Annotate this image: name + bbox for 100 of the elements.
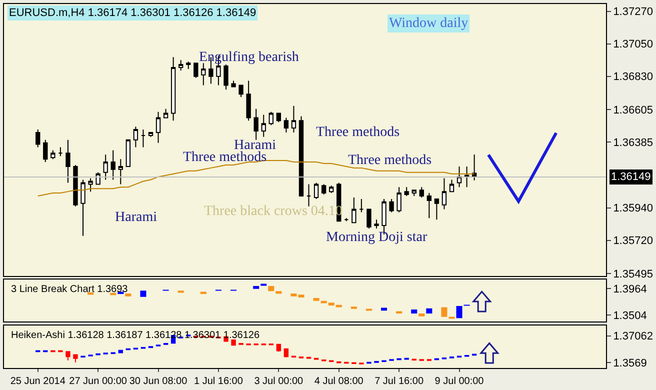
bar: [426, 308, 432, 314]
bar: [411, 309, 418, 314]
candlestick: [464, 354, 470, 358]
y-tick-label: 1.3569: [613, 358, 647, 370]
candlestick: [268, 111, 274, 126]
candlestick: [426, 192, 432, 219]
candlestick: [156, 111, 161, 144]
candlestick: [73, 354, 78, 363]
x-tick-label: 7 Jul 16:00: [374, 376, 424, 387]
candlestick: [80, 179, 86, 236]
candlestick: [66, 351, 70, 361]
y-tick-label: 1.37270: [613, 6, 653, 18]
candlestick: [110, 150, 116, 180]
annotation: Harami: [115, 210, 158, 225]
candlestick: [238, 84, 244, 98]
candlestick: [344, 218, 349, 222]
candlestick: [389, 198, 394, 213]
candlestick: [404, 186, 409, 196]
candlestick: [50, 150, 56, 160]
candlestick: [328, 185, 334, 194]
annotation: Three methods: [183, 150, 267, 165]
bar: [418, 313, 425, 316]
candlestick: [449, 179, 454, 192]
candlestick: [43, 139, 48, 163]
x-tick-label: 30 Jun 08:00: [129, 376, 188, 387]
candlestick: [201, 62, 206, 86]
candlestick: [73, 164, 78, 207]
candlestick: [352, 362, 356, 364]
y-tick-label: 1.35495: [613, 268, 653, 280]
candlestick: [298, 356, 304, 359]
candlestick: [238, 342, 244, 346]
candlestick: [186, 61, 191, 70]
y-tick-label: 1.3964: [613, 284, 647, 296]
candlestick: [359, 362, 364, 365]
annotation: Three methods: [348, 153, 432, 168]
candlestick: [148, 346, 154, 348]
x-tick-label: 9 Jul 00:00: [434, 376, 484, 387]
candlestick: [284, 348, 289, 358]
candlestick: [412, 358, 416, 361]
candlestick: [352, 196, 356, 224]
candlestick: [96, 172, 100, 185]
candlestick: [148, 132, 154, 138]
bar: [200, 292, 206, 294]
candlestick: [442, 178, 447, 210]
candlestick: [276, 112, 282, 123]
bar: [268, 286, 274, 292]
candlestick: [298, 116, 304, 196]
candlestick: [88, 354, 93, 357]
candlestick: [133, 347, 138, 350]
candlestick: [133, 126, 138, 148]
candlestick: [426, 358, 432, 362]
candlestick: [449, 356, 454, 359]
candlestick: [396, 186, 402, 213]
candlestick: [118, 158, 123, 185]
candlestick: [36, 129, 40, 148]
candlestick: [284, 117, 289, 133]
candlestick: [389, 358, 394, 362]
candlestick: [419, 358, 424, 362]
y-tick-label: 1.37062: [613, 330, 653, 343]
candlestick: [321, 184, 326, 196]
candlestick: [412, 190, 416, 196]
bar: [140, 290, 146, 297]
bar: [313, 298, 320, 301]
candlestick: [306, 184, 312, 207]
candlestick: [374, 360, 379, 364]
candlestick: [314, 182, 319, 200]
candlestick: [126, 139, 131, 167]
chart-title: 3 Line Break Chart 1.3693: [11, 284, 128, 295]
chart-title: EURUSD.m,H4 1.36174 1.36301 1.36126 1.36149: [9, 7, 256, 19]
candlestick: [231, 80, 236, 88]
y-tick-label: 1.36830: [613, 71, 653, 84]
candlestick: [110, 352, 116, 354]
bar: [276, 291, 282, 294]
x-tick-label: 25 Jun 2014: [10, 376, 66, 387]
candlestick: [359, 198, 364, 213]
x-tick-label: 4 Jul 08:00: [314, 376, 364, 387]
candlestick: [66, 139, 70, 184]
candlestick: [224, 64, 228, 90]
candlestick: [231, 339, 236, 346]
y-tick-label: 1.3504: [613, 310, 647, 322]
candlestick: [140, 129, 146, 148]
candlestick: [261, 114, 266, 138]
bar: [253, 286, 260, 289]
candlestick: [254, 108, 258, 140]
candlestick: [464, 166, 470, 188]
candlestick: [58, 146, 63, 157]
annotation: Engulfing bearish: [199, 50, 299, 65]
candlestick: [472, 154, 477, 181]
candlestick: [276, 344, 282, 352]
candlestick: [178, 60, 184, 71]
y-tick-label: 1.36385: [613, 136, 653, 149]
x-tick-label: 1 Jul 16:00: [194, 376, 244, 387]
y-tick-label: 1.35720: [613, 235, 653, 248]
y-tick-label: 1.35940: [613, 202, 653, 215]
candlestick: [170, 56, 176, 122]
bar: [125, 293, 132, 296]
candlestick: [291, 105, 296, 133]
candlestick: [374, 219, 379, 229]
candlestick: [163, 342, 168, 346]
candlestick: [456, 166, 462, 188]
